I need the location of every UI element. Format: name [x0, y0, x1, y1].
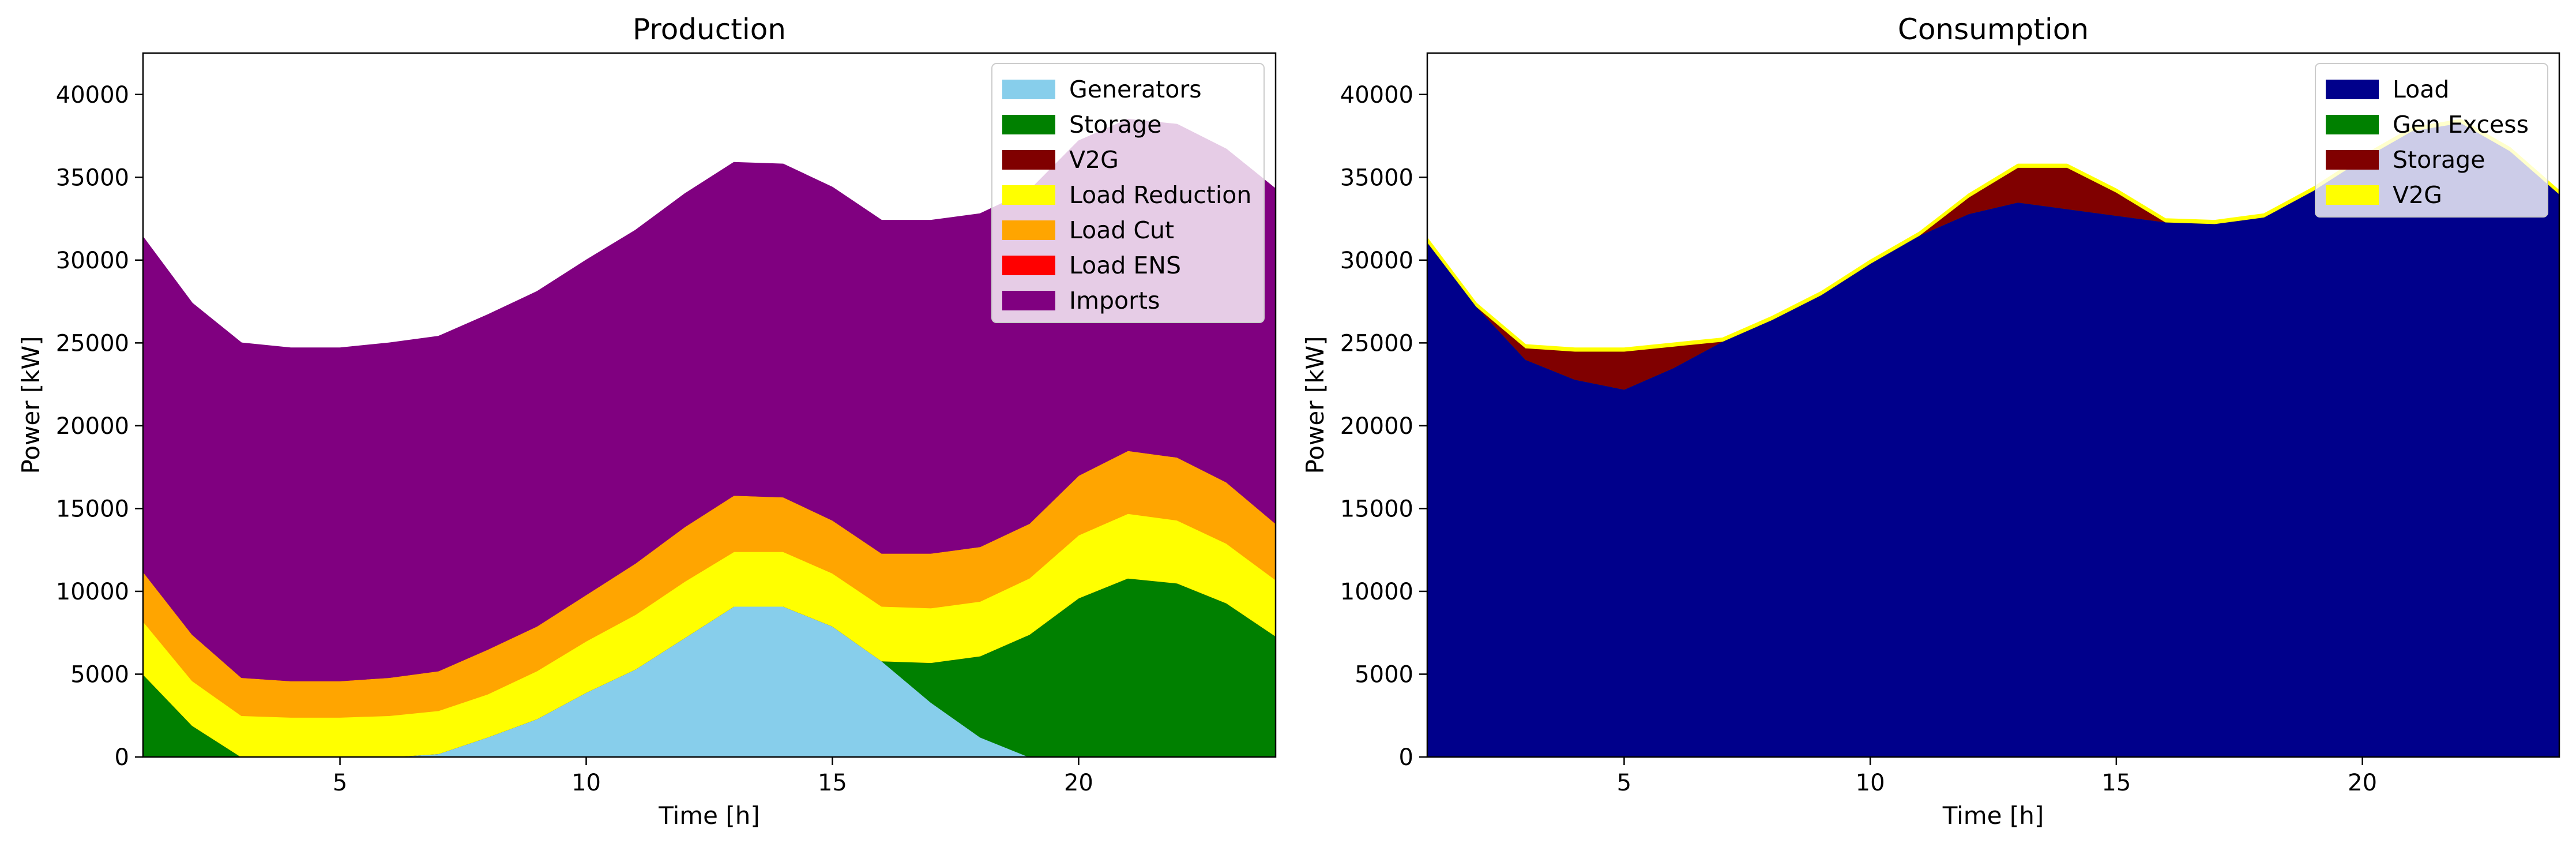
chart-1-legend-swatch: [2326, 150, 2379, 170]
chart-0-legend-swatch: [1002, 185, 1055, 205]
chart-1-x-tick-label: 15: [2101, 770, 2131, 796]
chart-0-y-tick-label: 0: [115, 744, 129, 771]
chart-0-x-tick-label: 5: [333, 770, 347, 796]
chart-0-y-tick-label: 30000: [56, 248, 129, 274]
chart-1-y-tick-label: 20000: [1340, 413, 1413, 440]
chart-0-y-tick-label: 10000: [56, 579, 129, 605]
chart-1-legend-swatch: [2326, 115, 2379, 134]
chart-1-legend-label: V2G: [2393, 181, 2442, 209]
chart-0-y-tick-label: 40000: [56, 82, 129, 108]
chart-1-legend-label: Storage: [2393, 146, 2485, 174]
chart-0-legend: Generators Storage V2G Load Reduction Load C…: [991, 63, 1265, 323]
chart-1-legend: Load Gen Excess Storage V2G: [2315, 63, 2548, 218]
chart-0-legend-swatch: [1002, 291, 1055, 310]
chart-0-y-tick-label: 25000: [56, 330, 129, 357]
chart-0-x-tick-label: 10: [571, 770, 601, 796]
chart-0-legend-label: Load Reduction: [1069, 181, 1251, 209]
chart-0-legend-label: V2G: [1069, 146, 1119, 174]
chart-1-ylabel: Power [kW]: [1301, 336, 1329, 474]
chart-0-xlabel: Time [h]: [658, 801, 760, 830]
chart-0-legend-swatch: [1002, 220, 1055, 240]
chart-0: 5 10 15 20 0 5000 10000 15000 20000 25000 30000 350…: [17, 13, 1277, 830]
chart-0-axes-frame: [142, 52, 1277, 758]
chart-0-title: Production: [633, 13, 786, 46]
chart-1-legend-box: [2315, 63, 2548, 218]
chart-1-title: Consumption: [1898, 13, 2089, 46]
chart-1-area-load: [1427, 122, 2560, 758]
chart-0-legend-swatch: [1002, 115, 1055, 134]
chart-1-y-tick-label: 0: [1399, 744, 1413, 771]
chart-1-y-tick-label: 35000: [1340, 164, 1413, 191]
chart-1: 5 10 15 20 0 5000 10000 15000 20000 25000 30000 350…: [1301, 13, 2560, 830]
chart-1-x-tick-label: 20: [2348, 770, 2377, 796]
chart-0-legend-swatch: [1002, 80, 1055, 99]
chart-0-y-tick-label: 15000: [56, 496, 129, 522]
chart-1-legend-swatch: [2326, 80, 2379, 99]
chart-0-y-tick-label: 5000: [70, 661, 129, 688]
chart-0-legend-label: Imports: [1069, 287, 1160, 314]
chart-1-y-tick-label: 40000: [1340, 82, 1413, 108]
chart-0-legend-swatch: [1002, 150, 1055, 170]
chart-1-legend-label: Load: [2393, 76, 2449, 103]
chart-0-legend-label: Storage: [1069, 111, 1161, 138]
chart-1-y-tick-label: 15000: [1340, 496, 1413, 522]
chart-0-ylabel: Power [kW]: [17, 336, 45, 474]
chart-1-legend-label: Gen Excess: [2393, 111, 2529, 138]
chart-1-legend-swatch: [2326, 185, 2379, 205]
chart-1-y-tick-label: 30000: [1340, 248, 1413, 274]
chart-1-x-tick-label: 10: [1856, 770, 1885, 796]
chart-1-y-tick-label: 25000: [1340, 330, 1413, 357]
chart-0-legend-box: [991, 63, 1265, 323]
chart-1-axes-frame: [1426, 52, 2560, 758]
chart-1-y-tick-label: 5000: [1355, 661, 1413, 688]
chart-1-y-tick-label: 10000: [1340, 579, 1413, 605]
chart-0-legend-label: Generators: [1069, 76, 1202, 103]
chart-0-legend-label: Load Cut: [1069, 216, 1174, 244]
chart-1-xlabel: Time [h]: [1942, 801, 2044, 830]
chart-0-y-tick-label: 20000: [56, 413, 129, 440]
chart-1-x-tick-label: 5: [1617, 770, 1631, 796]
chart-0-y-tick-label: 35000: [56, 164, 129, 191]
chart-0-legend-swatch: [1002, 256, 1055, 275]
chart-0-legend-label: Load ENS: [1069, 252, 1181, 279]
chart-0-x-tick-label: 15: [818, 770, 847, 796]
chart-0-x-tick-label: 20: [1064, 770, 1093, 796]
